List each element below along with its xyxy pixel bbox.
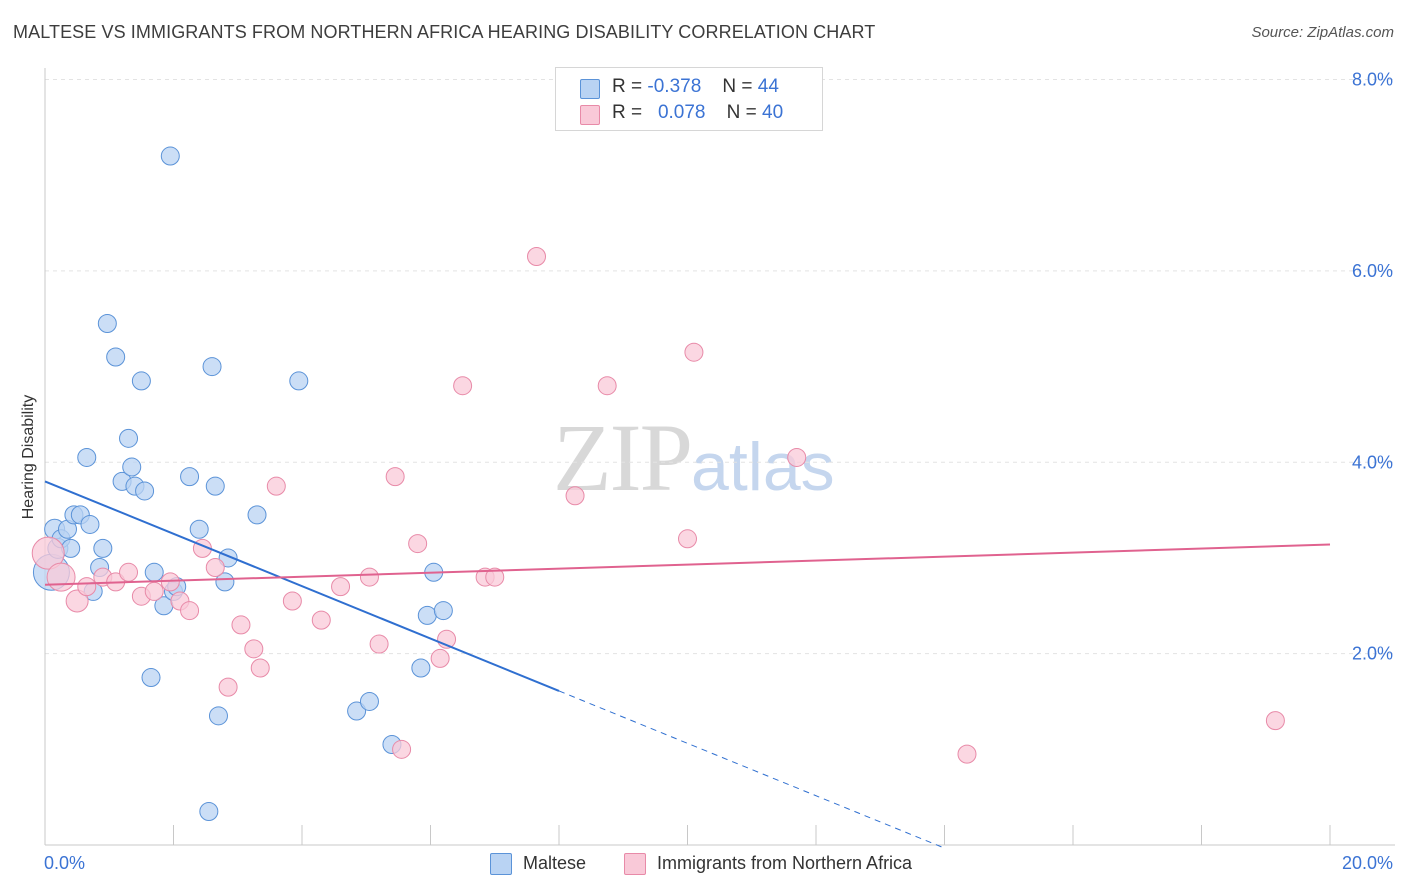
maltese-point bbox=[289, 371, 309, 391]
maltese-point bbox=[119, 428, 139, 448]
immigrants-point bbox=[678, 529, 697, 549]
maltese-point bbox=[215, 572, 235, 592]
y-tick-label: 8.0% bbox=[1352, 70, 1393, 90]
maltese-point bbox=[141, 668, 161, 688]
maltese-point bbox=[199, 802, 219, 822]
maltese-point bbox=[144, 562, 164, 582]
maltese-point bbox=[160, 146, 180, 166]
immigrants-n-label: N = bbox=[726, 102, 757, 123]
immigrants-point bbox=[684, 342, 704, 362]
maltese-r-label: R = bbox=[612, 76, 643, 97]
y-tick-label: 2.0% bbox=[1352, 644, 1393, 664]
maltese-point bbox=[347, 701, 367, 721]
immigrants-point bbox=[46, 562, 76, 592]
maltese-point bbox=[359, 691, 379, 711]
immigrants-point bbox=[787, 447, 807, 467]
x-tick-label: 20.0% bbox=[1342, 853, 1393, 873]
maltese-trend-extension bbox=[558, 690, 945, 849]
immigrants-point bbox=[311, 610, 331, 630]
stats-legend: R = -0.378 N = 44 R = 0.078 N = 40 bbox=[555, 67, 823, 131]
immigrants-point bbox=[1265, 711, 1285, 731]
immigrants-point bbox=[331, 577, 351, 597]
maltese-point bbox=[180, 467, 200, 487]
immigrants-point bbox=[266, 476, 286, 496]
maltese-point bbox=[247, 505, 267, 525]
source-label: Source: ZipAtlas.com bbox=[1251, 24, 1394, 41]
immigrants-point bbox=[180, 601, 200, 621]
immigrants-point bbox=[957, 744, 977, 764]
maltese-point bbox=[106, 347, 126, 367]
maltese-point bbox=[135, 481, 155, 501]
chart-title: MALTESE VS IMMIGRANTS FROM NORTHERN AFRI… bbox=[13, 22, 876, 42]
maltese-point bbox=[202, 357, 222, 377]
immigrants-r-value: 0.078 bbox=[657, 102, 706, 123]
maltese-point bbox=[189, 519, 209, 539]
immigrants-point bbox=[218, 677, 238, 697]
maltese-point bbox=[208, 706, 228, 726]
immigrants-point bbox=[231, 615, 251, 635]
immigrants-point bbox=[565, 486, 585, 506]
maltese-point bbox=[205, 476, 225, 496]
x-tick-label: 0.0% bbox=[44, 853, 85, 873]
immigrants-point bbox=[453, 376, 473, 396]
maltese-point bbox=[433, 601, 453, 621]
immigrants-point bbox=[430, 648, 450, 668]
immigrants-point bbox=[244, 639, 264, 659]
maltese-point bbox=[93, 538, 113, 558]
immigrants-point bbox=[408, 534, 428, 554]
immigrants-point bbox=[359, 567, 379, 587]
watermark-atlas: atlas bbox=[691, 429, 835, 505]
y-tick-label: 4.0% bbox=[1352, 452, 1393, 472]
immigrants-trend-line bbox=[44, 543, 1331, 586]
y-axis-label: Hearing Disability bbox=[20, 394, 37, 520]
immigrants-n-value: 40 bbox=[762, 102, 784, 123]
maltese-point bbox=[417, 605, 437, 625]
immigrants-r-label: R = bbox=[612, 102, 643, 123]
maltese-swatch bbox=[580, 79, 600, 99]
immigrants-point bbox=[485, 567, 505, 587]
immigrants-point bbox=[205, 558, 225, 578]
maltese-point bbox=[77, 447, 97, 467]
maltese-n-label: N = bbox=[722, 76, 753, 97]
y-tick-label: 6.0% bbox=[1352, 261, 1393, 281]
maltese-point bbox=[80, 514, 100, 534]
immigrants-point bbox=[282, 591, 302, 611]
immigrants-point bbox=[392, 739, 412, 759]
immigrants-point bbox=[31, 536, 65, 570]
immigrants-point bbox=[119, 562, 139, 582]
immigrants-point bbox=[527, 247, 547, 267]
immigrants-legend-label: Immigrants from Northern Africa bbox=[657, 853, 913, 873]
immigrants-point bbox=[77, 577, 97, 597]
maltese-point bbox=[131, 371, 151, 391]
maltese-legend-swatch bbox=[490, 853, 512, 875]
maltese-trend-line bbox=[44, 480, 560, 692]
immigrants-point bbox=[369, 634, 389, 654]
maltese-point bbox=[411, 658, 431, 678]
immigrants-point bbox=[385, 467, 405, 487]
immigrants-swatch bbox=[580, 105, 600, 125]
maltese-point bbox=[97, 314, 117, 334]
maltese-point bbox=[122, 457, 142, 477]
maltese-n-value: 44 bbox=[757, 76, 779, 97]
immigrants-point bbox=[65, 589, 89, 613]
immigrants-point bbox=[250, 658, 270, 678]
maltese-r-value: -0.378 bbox=[647, 76, 702, 97]
immigrants-point bbox=[144, 581, 164, 601]
immigrants-point bbox=[597, 376, 617, 396]
maltese-legend-label: Maltese bbox=[523, 853, 587, 873]
immigrants-legend-swatch bbox=[624, 853, 646, 875]
